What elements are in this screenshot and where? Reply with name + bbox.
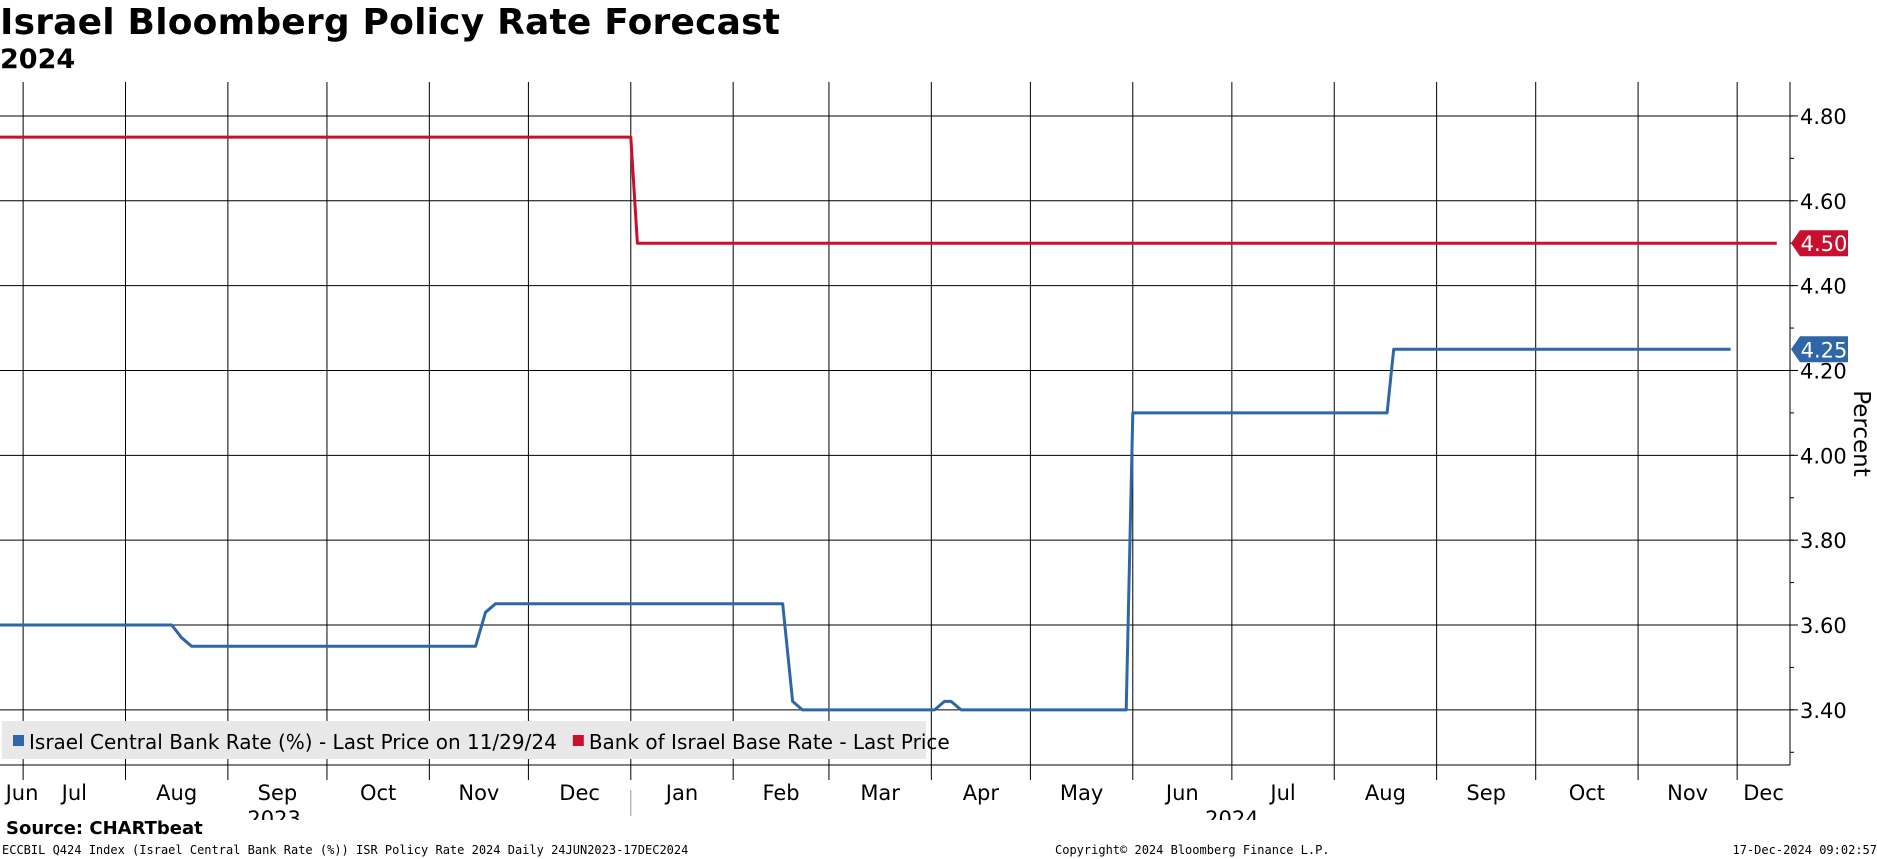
footer-copyright: Copyright© 2024 Bloomberg Finance L.P. [1055,843,1330,857]
y-tick-label: 3.60 [1800,614,1847,638]
x-tick-label: Aug [156,781,197,805]
legend-swatch-1 [572,735,584,746]
last-value-label-0: 4.25 [1801,338,1848,362]
x-tick-label: Oct [360,781,396,805]
last-value-tag-1 [1791,230,1848,257]
legend-swatch-0 [13,735,24,746]
series-line-0 [0,347,1731,712]
chart-title: Israel Bloomberg Policy Rate Forecast [0,2,781,43]
x-tick-label: Sep [1466,781,1506,805]
footer-ticker-info: ECCBIL Q424 Index (Israel Central Bank R… [2,843,689,857]
y-tick-label: 4.00 [1800,444,1847,468]
x-tick-label: Jul [1268,781,1295,805]
year-label: 2024 [1205,807,1258,820]
chart: 3.40 3.60 3.80 4.00 4.20 4.40 4.60 4.80 Percent 4… [0,82,1874,820]
x-tick-label: Dec [1743,781,1784,805]
legend: Israel Central Bank Rate (%) - Last Pric… [2,721,950,759]
x-tick-label: Feb [762,781,799,805]
chart-subtitle: 2024 [0,44,76,75]
x-tick-label: Jul [60,781,87,805]
x-tick-label: Aug [1365,781,1406,805]
last-value-label-1: 4.50 [1801,232,1848,256]
footer-timestamp: 17-Dec-2024 09:02:57 [1732,843,1877,857]
x-axis: Jun Jul Aug Sep Oct Nov Dec Jan Feb Mar Apr May Jun J… [4,765,1784,820]
last-value-tag-0 [1791,336,1848,363]
gridlines [0,82,1791,766]
x-tick-label: Mar [860,781,900,805]
year-label: 2023 [247,807,300,820]
legend-label-0: Israel Central Bank Rate (%) - Last Pric… [29,730,557,754]
y-axis: 3.40 3.60 3.80 4.00 4.20 4.40 4.60 4.80 Percent 4… [1790,105,1874,753]
x-tick-label: Sep [258,781,298,805]
x-tick-label: Nov [458,781,499,805]
legend-background [2,721,926,759]
series-line-1 [0,135,1777,245]
x-tick-label: Oct [1569,781,1605,805]
y-axis-title: Percent [1848,390,1874,477]
x-tick-label: Jun [1164,781,1199,805]
x-tick-label: Apr [963,781,1000,805]
y-tick-label: 3.40 [1800,699,1847,723]
x-tick-label: Jun [4,781,39,805]
x-tick-label: Jan [664,781,698,805]
y-tick-label: 4.20 [1800,359,1847,383]
x-tick-label: Nov [1667,781,1708,805]
y-tick-label: 3.80 [1800,529,1847,553]
x-tick-label: Dec [559,781,600,805]
x-tick-label: May [1060,781,1103,805]
y-tick-label: 4.60 [1800,190,1847,214]
y-tick-label: 4.40 [1800,275,1847,299]
source-note: Source: CHARTbeat [6,818,203,839]
y-tick-label: 4.80 [1800,105,1847,129]
legend-label-1: Bank of Israel Base Rate - Last Price [589,730,950,754]
series-lines [0,135,1777,712]
